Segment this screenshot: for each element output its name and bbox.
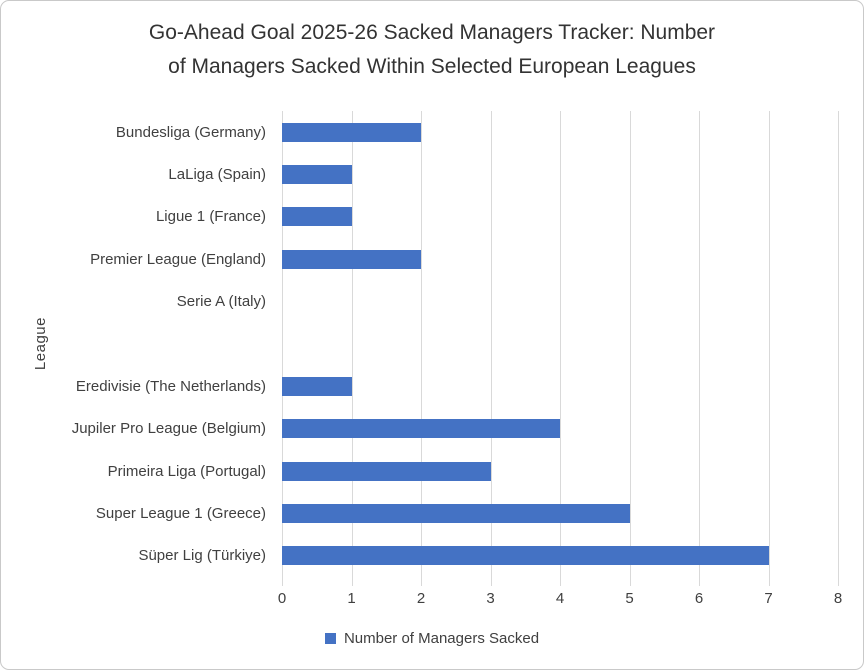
tick-mark [421, 577, 422, 586]
bar-row [282, 450, 838, 492]
bar-row [282, 535, 838, 577]
bar-row [282, 492, 838, 534]
tick-mark [768, 577, 770, 586]
bar [282, 249, 421, 269]
tick-mark [351, 577, 353, 586]
bar [282, 122, 421, 142]
gridline [421, 111, 422, 577]
tick-mark [629, 577, 631, 586]
tick-mark [699, 577, 700, 586]
bar [282, 546, 769, 566]
bar [282, 461, 491, 481]
legend: Number of Managers Sacked [1, 628, 863, 648]
bar [282, 503, 630, 523]
chart-title-line1: Go-Ahead Goal 2025-26 Sacked Managers Tr… [148, 21, 716, 44]
x-tick-label: 5 [625, 590, 634, 607]
category-label: Ligue 1 (France) [155, 208, 266, 226]
category-label: Super League 1 (Greece) [95, 504, 266, 522]
category-label: Jupiler Pro League (Belgium) [71, 420, 266, 438]
x-tick-label: 7 [764, 590, 773, 607]
tick-mark [838, 577, 839, 586]
gridline [768, 111, 770, 577]
bar-row [282, 408, 838, 450]
x-tick-label: 4 [555, 590, 565, 607]
bar-row [282, 111, 838, 153]
tick-mark [282, 577, 283, 586]
gridline [560, 111, 561, 577]
tick-mark [560, 577, 561, 586]
gridline [282, 111, 283, 577]
category-label: Bundesliga (Germany) [115, 123, 266, 141]
x-tick-label: 1 [347, 590, 356, 607]
legend-label: Number of Managers Sacked [343, 629, 540, 647]
x-tick-label: 2 [416, 590, 426, 607]
x-tick-label: 0 [277, 590, 287, 607]
category-label: Eredivisie (The Netherlands) [75, 377, 266, 395]
category-label: Premier League (England) [90, 250, 266, 268]
x-tick-label: 6 [694, 590, 704, 607]
category-label: Primeira Liga (Portugal) [107, 462, 266, 480]
bar-row [282, 153, 838, 195]
bar [282, 419, 560, 439]
chart-title: Go-Ahead Goal 2025-26 Sacked Managers Tr… [1, 16, 863, 84]
x-axis: 0 1 2 3 4 5 6 7 8 [278, 577, 842, 613]
bar-row [282, 238, 838, 280]
x-tick-label: 3 [486, 590, 495, 607]
bar [282, 207, 352, 227]
bar [282, 165, 352, 185]
bar [282, 376, 352, 396]
bar-rows [282, 111, 838, 577]
category-label: Süper Lig (Türkiye) [138, 547, 266, 565]
category-label [1, 323, 282, 365]
bar-row [282, 365, 838, 407]
gridline [490, 111, 492, 577]
gridline [629, 111, 631, 577]
plot-area [282, 111, 839, 577]
category-axis: Bundesliga (Germany) LaLiga (Spain) Ligue … [1, 111, 282, 577]
legend-swatch [324, 632, 336, 644]
gridline [699, 111, 700, 577]
x-tick-label: 8 [833, 590, 843, 607]
bar-row [282, 280, 838, 322]
gridline [351, 111, 353, 577]
chart-title-line2: of Managers Sacked Within Selected Europ… [168, 55, 696, 78]
category-label: Serie A (Italy) [176, 293, 266, 311]
tick-mark [490, 577, 492, 586]
gridline [838, 111, 839, 577]
bar-row [282, 323, 838, 365]
bar-row [282, 196, 838, 238]
category-label: LaLiga (Spain) [168, 166, 266, 184]
